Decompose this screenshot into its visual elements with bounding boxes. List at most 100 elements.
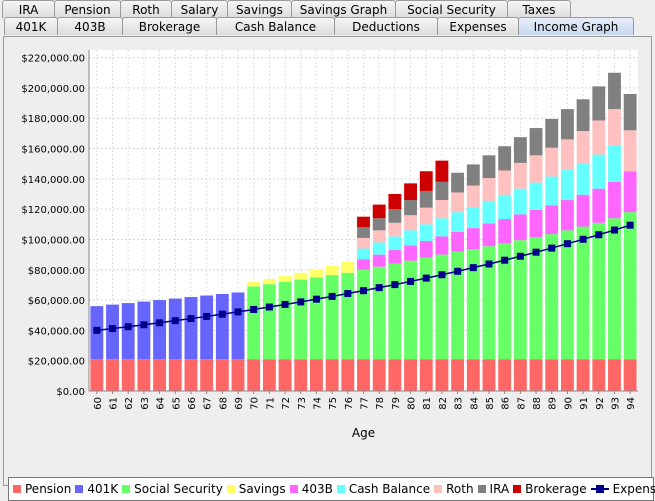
bar-403b bbox=[545, 205, 559, 235]
point-expenses bbox=[109, 325, 117, 333]
bar-social-security bbox=[310, 277, 323, 360]
x-tick-label: 80 bbox=[407, 397, 418, 410]
point-expenses bbox=[579, 235, 587, 243]
bar-cash-balance bbox=[576, 162, 590, 195]
x-tick-label: 72 bbox=[281, 397, 292, 410]
bar-cash-balance bbox=[592, 154, 606, 189]
bar-401k bbox=[200, 295, 214, 360]
bar-cash-balance bbox=[388, 236, 402, 251]
y-tick-label: $60,000.00 bbox=[28, 296, 85, 307]
x-tick-label: 87 bbox=[516, 397, 527, 410]
bar-401k bbox=[184, 297, 198, 360]
bar-ira bbox=[608, 72, 621, 110]
tab-401k[interactable]: 401K bbox=[4, 17, 58, 35]
point-expenses bbox=[610, 226, 618, 234]
bar-cash-balance bbox=[482, 200, 496, 224]
legend-item-expenses: Expenses bbox=[590, 482, 655, 496]
x-tick-label: 83 bbox=[454, 397, 465, 410]
legend-label: Pension bbox=[25, 482, 72, 496]
tab-salary[interactable]: Salary bbox=[171, 0, 228, 18]
bar-social-security bbox=[419, 257, 433, 360]
bar-pension bbox=[231, 359, 245, 391]
bar-pension bbox=[498, 359, 512, 391]
tab-social-security[interactable]: Social Security bbox=[395, 0, 508, 18]
point-expenses bbox=[250, 305, 258, 313]
point-expenses bbox=[93, 326, 101, 334]
bar-roth bbox=[451, 192, 465, 213]
point-expenses bbox=[595, 231, 603, 239]
tab-savings-graph[interactable]: Savings Graph bbox=[291, 0, 396, 18]
y-tick-label: $20,000.00 bbox=[28, 357, 85, 368]
point-expenses bbox=[407, 277, 415, 285]
bar-pension bbox=[90, 359, 104, 391]
tab-expenses[interactable]: Expenses bbox=[437, 17, 519, 35]
point-expenses bbox=[563, 240, 571, 248]
bar-pension bbox=[278, 359, 292, 391]
point-expenses bbox=[548, 244, 556, 252]
bar-social-security bbox=[560, 230, 574, 360]
tab-income-graph[interactable]: Income Graph bbox=[518, 17, 634, 35]
tab-pension[interactable]: Pension bbox=[54, 0, 121, 18]
bar-403b bbox=[388, 250, 402, 264]
bar-brokerage bbox=[435, 160, 449, 182]
x-tick-label: 69 bbox=[234, 397, 245, 410]
y-tick-label: $180,000.00 bbox=[21, 114, 85, 125]
legend-item-brokerage: Brokerage bbox=[513, 482, 587, 496]
tab-savings[interactable]: Savings bbox=[227, 0, 292, 18]
x-tick-label: 81 bbox=[422, 397, 433, 410]
tab-deductions[interactable]: Deductions bbox=[334, 17, 438, 35]
point-expenses bbox=[124, 323, 132, 331]
tab-cash-balance[interactable]: Cash Balance bbox=[216, 17, 335, 35]
x-tick-label: 64 bbox=[156, 397, 167, 410]
legend-label: Social Security bbox=[134, 482, 223, 496]
point-expenses bbox=[312, 295, 320, 303]
legend-label: 403B bbox=[301, 482, 333, 496]
tab-taxes[interactable]: Taxes bbox=[507, 0, 571, 18]
bar-403b bbox=[560, 200, 574, 231]
bar-savings bbox=[341, 261, 355, 273]
bar-pension bbox=[153, 359, 167, 391]
point-expenses bbox=[297, 298, 305, 306]
tab-brokerage[interactable]: Brokerage bbox=[122, 17, 217, 35]
legend-line-icon bbox=[590, 485, 609, 493]
x-tick-label: 94 bbox=[626, 397, 637, 410]
bar-social-security bbox=[545, 234, 559, 360]
bar-cash-balance bbox=[404, 230, 417, 246]
bar-social-security bbox=[278, 281, 292, 360]
legend-item-pension: Pension bbox=[13, 482, 71, 496]
bar-pension bbox=[513, 359, 527, 391]
bar-ira bbox=[466, 164, 480, 186]
bar-401k bbox=[215, 294, 229, 360]
x-tick-label: 93 bbox=[610, 397, 621, 410]
point-expenses bbox=[203, 312, 211, 320]
point-expenses bbox=[375, 284, 383, 292]
bar-roth bbox=[357, 237, 370, 249]
bar-403b bbox=[372, 254, 386, 267]
bar-cash-balance bbox=[451, 212, 465, 232]
legend-swatch bbox=[477, 485, 486, 493]
legend-swatch bbox=[336, 485, 345, 493]
bar-401k bbox=[121, 303, 135, 360]
x-tick-label: 73 bbox=[297, 397, 308, 410]
tab-403b[interactable]: 403B bbox=[57, 17, 123, 35]
point-expenses bbox=[328, 292, 336, 300]
bar-403b bbox=[466, 228, 480, 250]
tab-ira[interactable]: IRA bbox=[2, 0, 55, 18]
x-tick-label: 74 bbox=[312, 397, 323, 410]
bar-403b bbox=[623, 171, 637, 213]
bar-savings bbox=[325, 265, 339, 276]
bar-ira bbox=[357, 227, 370, 238]
legend-label: Cash Balance bbox=[348, 482, 431, 496]
bar-ira bbox=[560, 109, 574, 140]
bar-ira bbox=[576, 99, 590, 132]
bar-ira bbox=[482, 155, 496, 179]
bar-pension bbox=[466, 359, 480, 391]
bar-401k bbox=[231, 292, 245, 360]
legend-item-roth: Roth bbox=[434, 482, 474, 496]
bar-social-security bbox=[576, 226, 590, 360]
tab-roth[interactable]: Roth bbox=[120, 0, 172, 18]
bar-savings bbox=[262, 278, 276, 285]
bar-roth bbox=[529, 155, 543, 183]
legend-label: Roth bbox=[446, 482, 474, 496]
bar-roth bbox=[560, 139, 574, 170]
